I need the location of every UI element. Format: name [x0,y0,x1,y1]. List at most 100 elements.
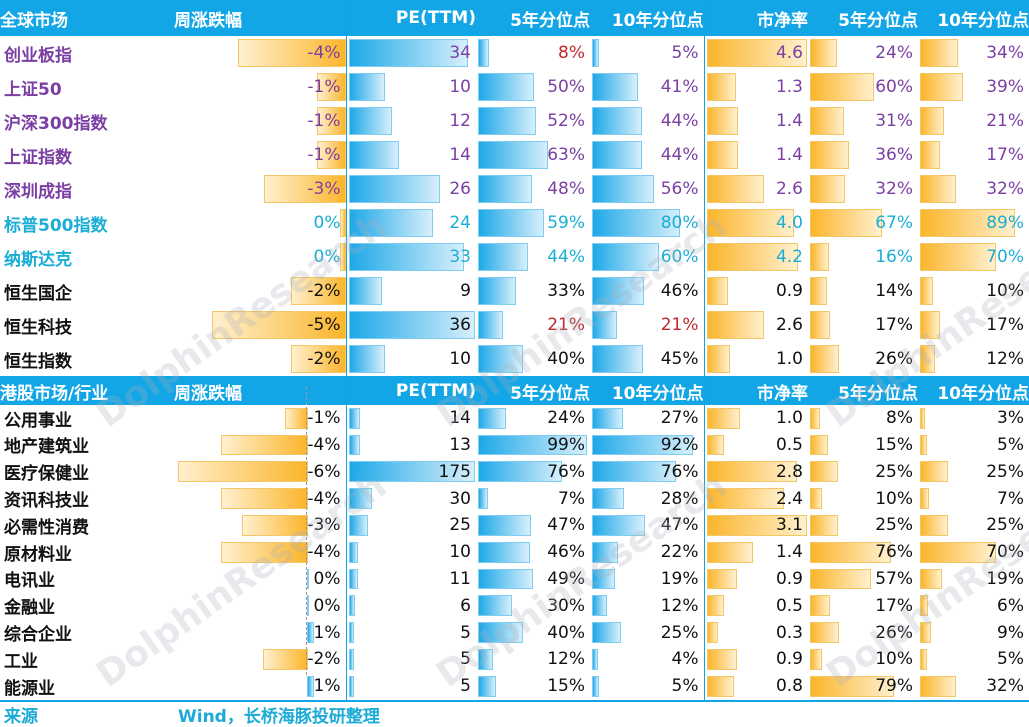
value-label-chg: -6% [307,461,341,482]
cell-pb: 1.0 [703,404,808,432]
value-label-pb5: 31% [875,111,913,131]
cell-pb5: 32% [808,172,918,206]
bar-pb5 [810,514,838,536]
bar-chg [339,243,346,271]
row-label: 能源业 [4,678,55,699]
bar-pe [348,141,399,169]
bar-pe5 [478,175,532,203]
column-header-pb5: 5年分位点 [808,376,918,405]
bar-chg [317,107,346,135]
cell-name: 原材料业 [0,539,174,566]
value-label-pb10: 3% [997,408,1024,429]
value-label-chg: -2% [307,281,341,301]
value-label-pb5: 10% [875,649,913,670]
value-label-pb10: 17% [986,145,1024,165]
bar-pe [348,243,465,271]
bar-pe10 [592,595,607,617]
bar-pb [706,675,734,697]
column-header-pe: PE(TTM) [345,376,476,405]
value-label-pb10: 21% [986,111,1024,131]
cell-pe5: 50% [476,70,590,104]
bar-pb [706,488,785,509]
bar-pe5 [478,461,563,483]
cell-pb: 0.8 [703,672,808,701]
cell-name: 医疗保健业 [0,458,174,485]
value-label-pb: 2.6 [775,179,803,199]
value-label-pb5: 79% [875,676,913,697]
row-label: 纳斯达克 [4,249,72,270]
cell-pe5: 30% [476,592,590,619]
value-label-pe10: 19% [660,568,699,589]
row-label: 沪深300指数 [4,113,108,134]
value-label-pb5: 60% [875,77,913,97]
cell-pe10: 44% [590,104,704,138]
cell-chg: 1% [174,619,346,646]
bar-pb5 [810,407,821,429]
cell-pe5: 8% [476,36,590,70]
value-label-chg: -2% [307,349,341,369]
bar-pb [706,39,807,67]
bar-pb10 [920,39,958,67]
cell-pe10: 76% [590,458,704,485]
value-label-pb10: 32% [986,676,1024,697]
cell-pb5: 10% [808,646,918,673]
column-header-name: 全球市场 [0,0,174,36]
cell-pb10: 70% [918,539,1029,566]
bar-chg [307,622,314,643]
bar-pe10 [592,407,624,429]
cell-pb5: 17% [808,308,918,342]
cell-pe: 24 [345,206,476,240]
value-label-pb5: 36% [875,145,913,165]
cell-pe10: 5% [590,36,704,70]
value-label-pe10: 44% [660,111,699,131]
bar-pb [706,277,728,305]
table-row: 必需性消费 -3% 25 47% 47% 3.1 25% 25% [0,511,1029,539]
value-label-chg: 0% [313,213,341,233]
bar-pe [348,209,434,237]
value-label-pb10: 25% [986,515,1024,536]
value-label-pb10: 6% [997,595,1024,616]
value-label-pb10: 89% [986,213,1024,233]
cell-pe10: 46% [590,274,704,308]
bar-pe [348,277,382,305]
value-label-pe10: 47% [660,515,699,536]
cell-pe5: 46% [476,539,590,566]
cell-pe: 11 [345,565,476,593]
value-label-pe10: 56% [660,179,699,199]
cell-chg: -1% [174,138,346,172]
cell-pb10: 17% [918,308,1029,342]
value-label-pb10: 19% [986,568,1024,589]
bar-pe10 [592,541,618,563]
bar-pb5 [810,461,838,483]
table-row: 深圳成指 -3% 26 48% 56% 2.6 32% 32% [0,172,1029,206]
bar-pb [706,648,737,670]
value-label-pe: 175 [438,461,471,482]
bar-pb10 [920,461,949,483]
value-label-chg: -3% [307,179,341,199]
row-label: 金融业 [4,598,55,619]
cell-pb: 3.1 [703,511,808,539]
value-label-chg: -4% [307,43,341,63]
cell-name: 金融业 [0,592,174,619]
bar-pe5 [478,595,513,617]
cell-pb10: 10% [918,274,1029,308]
bar-pb5 [810,175,846,203]
column-header-pe10: 10年分位点 [590,376,704,405]
cell-pe5: 12% [476,646,590,673]
value-label-pe5: 15% [547,676,585,697]
table-row: 恒生科技 -5% 36 21% 21% 2.6 17% 17% [0,308,1029,342]
cell-pb5: 31% [808,104,918,138]
value-label-chg: -2% [307,649,341,670]
cell-pb10: 70% [918,240,1029,274]
column-header-pe: PE(TTM) [345,0,476,36]
value-label-pe: 10 [449,349,471,369]
value-label-pb: 0.5 [775,595,803,616]
row-label: 创业板指 [4,45,72,66]
bar-pe5 [478,568,533,590]
cell-name: 能源业 [0,673,174,701]
row-label: 电讯业 [4,571,55,592]
cell-pe10: 5% [590,673,704,701]
row-label: 工业 [4,651,38,672]
bar-pe5 [478,541,530,563]
